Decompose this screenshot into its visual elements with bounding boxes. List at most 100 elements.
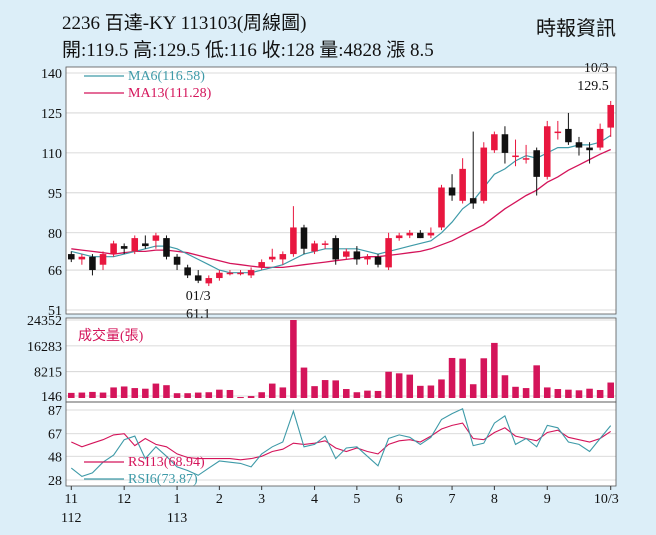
- volume-bar: [543, 387, 551, 398]
- candle-body: [216, 272, 223, 279]
- volume-tick-label: 8215: [34, 366, 62, 381]
- chart-title: 2236 百達-KY 113103(周線圖): [62, 13, 307, 34]
- volume-bar: [469, 384, 477, 398]
- rsi6-legend-label: RSI6(73.87): [128, 472, 198, 487]
- volume-bar: [343, 389, 350, 398]
- candle-body: [596, 128, 604, 148]
- rsi-panel-border: [65, 401, 617, 487]
- high-value-annotation: 129.5: [577, 79, 609, 94]
- candle-body: [406, 232, 414, 236]
- rsi13-legend-label: RSI13(68.94): [128, 455, 205, 470]
- x-year-label: 112: [61, 511, 81, 526]
- volume-bar: [522, 388, 530, 398]
- volume-bar: [321, 380, 329, 398]
- rsi-tick-label: 28: [48, 474, 62, 489]
- high-date-annotation: 10/3: [584, 61, 609, 76]
- volume-bar: [110, 387, 117, 398]
- candle-body: [99, 254, 107, 265]
- volume-bar: [173, 393, 181, 398]
- volume-bar: [480, 358, 488, 398]
- x-month-label: 10/3: [594, 492, 619, 507]
- volume-bar: [491, 342, 498, 398]
- volume-bar: [89, 391, 96, 398]
- candle-body: [427, 232, 435, 236]
- candle-body: [68, 254, 75, 260]
- volume-bar: [395, 373, 403, 398]
- volume-bar: [332, 380, 339, 398]
- volume-bar: [586, 388, 593, 398]
- candle-body: [300, 227, 308, 249]
- x-month-label: 7: [449, 492, 456, 507]
- x-month-label: 3: [258, 492, 265, 507]
- candle-body: [343, 251, 350, 257]
- candle-body: [142, 243, 149, 247]
- x-month-label: 5: [353, 492, 360, 507]
- candle-body: [184, 267, 191, 276]
- price-tick-label: 51: [48, 304, 62, 319]
- candle-body: [332, 238, 339, 260]
- candle-body: [120, 246, 128, 249]
- price-panel: [66, 67, 616, 314]
- volume-bar: [406, 374, 414, 398]
- volume-bar: [184, 393, 191, 398]
- source-label: 時報資訊: [536, 18, 616, 40]
- candle-body: [417, 232, 424, 239]
- candle-body: [469, 198, 477, 204]
- volume-bar: [226, 389, 234, 398]
- price-tick-label: 125: [41, 107, 62, 122]
- volume-bar: [205, 392, 213, 398]
- volume-bar: [512, 386, 519, 398]
- candle-body: [258, 262, 265, 268]
- volume-bar: [131, 388, 139, 398]
- volume-bar: [533, 365, 540, 398]
- volume-bar: [448, 357, 456, 398]
- ma6-legend-label: MA6(116.58): [128, 69, 205, 84]
- candle-body: [290, 227, 297, 255]
- rsi-tick-label: 67: [48, 428, 62, 443]
- candle-body: [194, 275, 202, 281]
- price-tick-label: 110: [42, 147, 62, 162]
- candle-body: [279, 254, 287, 260]
- volume-bar: [247, 396, 255, 398]
- volume-tick-label: 16283: [27, 340, 62, 355]
- volume-bar: [596, 389, 604, 398]
- candle-body: [607, 104, 614, 128]
- x-year-label: 113: [167, 511, 187, 526]
- candle-body: [565, 128, 572, 143]
- candle-body: [438, 187, 445, 228]
- price-tick-label: 80: [48, 227, 62, 242]
- volume-tick-label: 146: [41, 390, 62, 405]
- volume-title: 成交量(張): [78, 327, 144, 344]
- volume-bar: [300, 367, 308, 398]
- volume-bar: [142, 388, 149, 398]
- candle-body: [480, 147, 488, 201]
- candle-body: [554, 131, 562, 134]
- candle-body: [533, 150, 540, 177]
- candle-body: [586, 147, 593, 151]
- candle-body: [205, 278, 213, 284]
- candle-body: [163, 238, 170, 257]
- candle-body: [459, 168, 466, 201]
- candle-body: [501, 134, 509, 153]
- price-tick-label: 95: [48, 187, 62, 202]
- rsi-tick-label: 87: [48, 404, 62, 419]
- price-panel-border: [65, 66, 617, 315]
- candle-body: [575, 142, 583, 148]
- x-month-label: 2: [216, 492, 223, 507]
- volume-bar: [311, 386, 318, 398]
- volume-tick-label: 24352: [27, 314, 62, 329]
- volume-bar: [385, 371, 392, 398]
- candle-body: [311, 243, 318, 252]
- candle-body: [395, 235, 403, 239]
- volume-bar: [258, 392, 265, 398]
- candle-body: [237, 272, 244, 275]
- volume-bar: [565, 389, 572, 398]
- volume-bar: [194, 392, 202, 398]
- candle-body: [512, 155, 519, 158]
- ma6-line: [71, 134, 612, 274]
- price-tick-label: 66: [48, 264, 62, 279]
- price-tick-label: 140: [41, 67, 62, 82]
- candle-body: [173, 256, 181, 265]
- candle-body: [268, 256, 276, 260]
